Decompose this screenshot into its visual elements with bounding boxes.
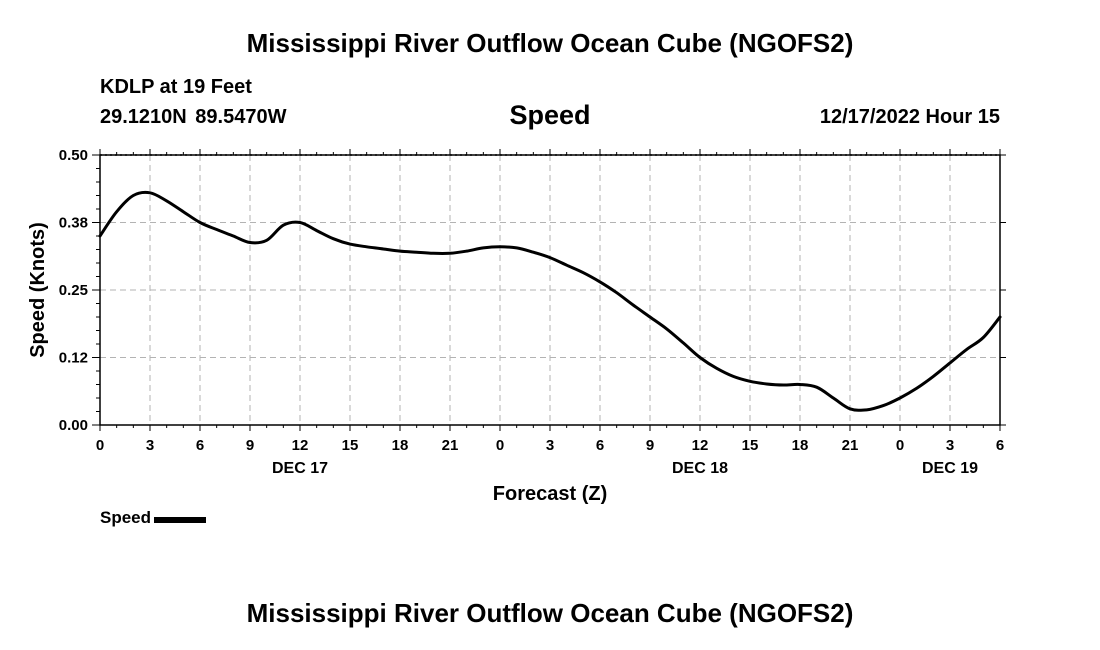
speed-data-point [482, 246, 485, 249]
speed-data-point [915, 387, 918, 390]
x-tick-label: 0 [496, 437, 504, 454]
x-tick-label: 9 [646, 437, 654, 454]
speed-data-point [599, 280, 602, 283]
x-tick-label: 12 [692, 437, 709, 454]
speed-data-point [965, 348, 968, 351]
speed-data-point [882, 404, 885, 407]
speed-data-point [899, 397, 902, 400]
speed-data-point [999, 316, 1002, 319]
speed-data-point [849, 407, 852, 410]
speed-data-point [832, 397, 835, 400]
speed-data-point [499, 245, 502, 248]
speed-data-point [615, 291, 618, 294]
speed-data-point [582, 271, 585, 274]
speed-data-point [349, 243, 352, 246]
day-label: DEC 19 [922, 460, 978, 477]
station-label: KDLP at 19 Feet [100, 76, 252, 98]
y-tick-label: 0.38 [59, 215, 88, 232]
speed-data-point [432, 252, 435, 255]
speed-data-point [682, 341, 685, 344]
x-tick-label: 15 [342, 437, 359, 454]
speed-data-point [465, 250, 468, 253]
plot-frame [99, 154, 1001, 426]
speed-data-point [949, 361, 952, 364]
x-tick-label: 21 [442, 437, 459, 454]
x-axis-label: Forecast (Z) [493, 483, 607, 505]
speed-data-point [799, 383, 802, 386]
station-coordinates: 29.1210N 89.5470W [100, 106, 287, 128]
speed-data-point [132, 194, 135, 197]
footer-title: Mississippi River Outflow Ocean Cube (NG… [246, 598, 854, 628]
y-axis-label: Speed (Knots) [27, 222, 49, 358]
speed-data-point [532, 251, 535, 254]
speed-data-point [765, 382, 768, 385]
day-label: DEC 17 [272, 460, 328, 477]
y-tick-label: 0.12 [59, 350, 88, 367]
speed-data-point [365, 245, 368, 248]
day-label: DEC 18 [672, 460, 728, 477]
speed-data-point [815, 386, 818, 389]
forecast-datetime: 12/17/2022 Hour 15 [819, 106, 1000, 128]
speed-data-point [382, 247, 385, 250]
speed-data-point [515, 246, 518, 249]
x-tick-label: 18 [792, 437, 809, 454]
x-tick-label: 12 [292, 437, 309, 454]
speed-data-point [732, 375, 735, 378]
speed-data-point [249, 241, 252, 244]
x-tick-label: 3 [946, 437, 954, 454]
x-tick-label: 6 [196, 437, 204, 454]
legend-swatch [154, 517, 207, 523]
speed-data-point [665, 327, 668, 330]
speed-data-point [549, 256, 552, 259]
speed-data-point [782, 384, 785, 387]
legend-label: Speed [100, 508, 152, 527]
speed-data-point [299, 221, 302, 224]
speed-data-point [232, 235, 235, 238]
speed-data-point [865, 408, 868, 411]
speed-data-point [649, 316, 652, 319]
x-tick-label: 9 [246, 437, 254, 454]
axis-labels: 0 3 6 9 12 15 18 21 0 3 6 9 12 15 18 21 0 3 6 0.00 0.12 0.25 0… [59, 147, 1004, 477]
chart-title: Mississippi River Outflow Ocean Cube (NG… [246, 28, 854, 58]
speed-data-point [415, 251, 418, 254]
speed-series-line [98, 190, 1002, 412]
speed-data-point [699, 356, 702, 359]
speed-data-point [932, 375, 935, 378]
x-tick-label: 6 [596, 437, 604, 454]
speed-data-point [199, 221, 202, 224]
x-tick-label: 15 [742, 437, 759, 454]
x-tick-label: 3 [546, 437, 554, 454]
speed-data-point [165, 199, 168, 202]
x-tick-label: 6 [996, 437, 1004, 454]
speed-data-point [282, 224, 285, 227]
parameter-title: Speed [509, 100, 591, 130]
speed-data-point [115, 210, 118, 213]
speed-data-point [399, 250, 402, 253]
speed-data-point [315, 229, 318, 232]
speed-data-point [749, 380, 752, 383]
y-tick-label: 0.25 [59, 282, 88, 299]
speed-data-point [332, 237, 335, 240]
speed-data-point [632, 304, 635, 307]
x-tick-label: 0 [896, 437, 904, 454]
speed-data-point [449, 252, 452, 255]
ticks [92, 149, 1006, 431]
x-tick-label: 3 [146, 437, 154, 454]
speed-data-point [149, 191, 152, 194]
speed-data-point [215, 228, 218, 231]
y-tick-label: 0.00 [59, 417, 88, 434]
speed-data-point [565, 264, 568, 267]
speed-data-point [265, 239, 268, 242]
speed-data-point [982, 336, 985, 339]
speed-data-point [99, 235, 102, 238]
speed-data-point [182, 210, 185, 213]
speed-data-point [715, 367, 718, 370]
y-tick-label: 0.50 [59, 147, 88, 164]
grid [100, 154, 1000, 425]
legend: Speed [100, 508, 207, 528]
x-tick-label: 18 [392, 437, 409, 454]
x-tick-label: 21 [842, 437, 859, 454]
x-tick-label: 0 [96, 437, 104, 454]
